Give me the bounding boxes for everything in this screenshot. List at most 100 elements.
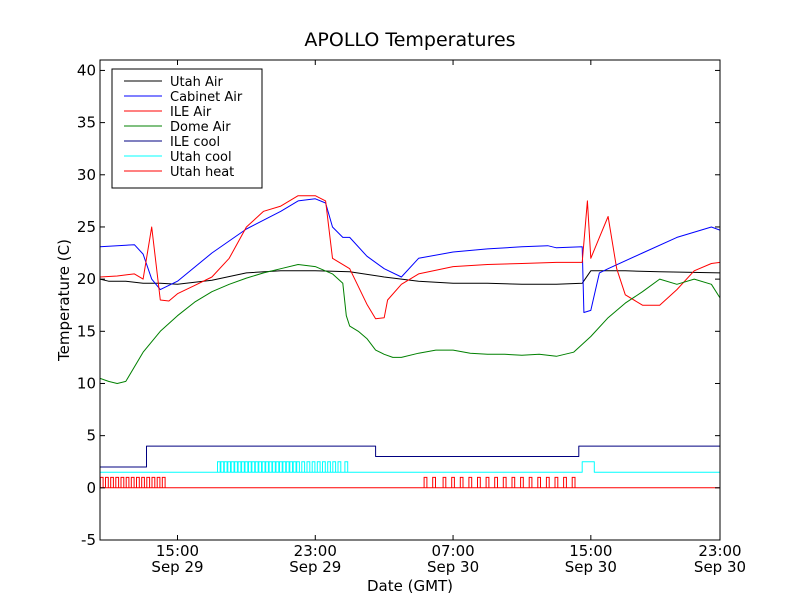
x-tick-time-label: 23:00 xyxy=(698,542,741,560)
spike-utah-cool-12 xyxy=(258,461,262,473)
spike-utah-cool-19 xyxy=(282,461,287,473)
spike-utah-heat-27 xyxy=(545,476,550,488)
series-line-utah-cool xyxy=(100,461,720,473)
spike-utah-heat-28 xyxy=(554,476,559,488)
spike-utah-cool-30 xyxy=(332,461,337,473)
spike-utah-cool-24 xyxy=(301,461,306,473)
spike-utah-heat-2 xyxy=(110,476,114,488)
spike-utah-heat-15 xyxy=(442,476,447,488)
spike-utah-heat-13 xyxy=(423,476,428,488)
spike-utah-cool-3 xyxy=(227,461,231,473)
spike-utah-heat-7 xyxy=(136,476,140,488)
spike-utah-cool-23 xyxy=(296,461,300,473)
x-tick-time-label: 15:00 xyxy=(569,542,612,560)
y-axis-label: Temperature (C) xyxy=(55,239,73,362)
spike-utah-heat-12 xyxy=(161,476,166,488)
x-tick-time-label: 07:00 xyxy=(431,542,474,560)
spike-utah-cool-21 xyxy=(289,461,293,473)
x-tick-time-label: 15:00 xyxy=(156,542,199,560)
legend-box xyxy=(111,68,263,189)
spike-utah-cool-28 xyxy=(322,461,326,473)
spike-utah-heat-25 xyxy=(528,476,533,488)
spike-utah-heat-24 xyxy=(520,476,524,488)
spike-utah-cool-11 xyxy=(254,461,259,473)
spikes-utah-cool xyxy=(217,461,349,473)
spike-utah-cool-22 xyxy=(292,461,297,473)
y-tick-label: 25 xyxy=(77,218,96,236)
plot-frame xyxy=(99,59,721,541)
x-tick-date-label: Sep 30 xyxy=(565,558,617,576)
spike-utah-heat-30 xyxy=(571,476,576,488)
spike-utah-cool-9 xyxy=(248,461,252,473)
spike-utah-cool-1 xyxy=(220,461,225,473)
spike-utah-cool-31 xyxy=(337,461,342,473)
spike-utah-cool-14 xyxy=(265,461,269,473)
spike-utah-heat-26 xyxy=(537,476,541,488)
spike-utah-cool-0 xyxy=(217,461,221,473)
series-group xyxy=(100,195,720,489)
x-tick-date-label: Sep 30 xyxy=(694,558,746,576)
spike-utah-cool-20 xyxy=(285,461,290,473)
y-tick-label: 5 xyxy=(86,427,96,445)
y-tick-label: -5 xyxy=(81,531,96,549)
spike-utah-heat-5 xyxy=(125,476,130,488)
spike-utah-cool-25 xyxy=(306,461,311,473)
spike-utah-heat-8 xyxy=(141,476,145,488)
spike-utah-heat-16 xyxy=(451,476,455,488)
spike-utah-cool-18 xyxy=(279,461,283,473)
series-line-ile-cool xyxy=(100,445,720,468)
spike-utah-heat-21 xyxy=(494,476,498,488)
x-tick-date-label: Sep 29 xyxy=(289,558,341,576)
spike-utah-heat-1 xyxy=(105,476,109,488)
y-tick-label: 15 xyxy=(77,322,96,340)
spike-utah-heat-20 xyxy=(485,476,490,488)
spike-utah-cool-17 xyxy=(275,461,280,473)
legend-label-dome-air: Dome Air xyxy=(170,120,231,135)
spikes-utah-heat xyxy=(100,476,576,488)
spike-utah-heat-11 xyxy=(156,476,161,488)
x-axis-label: Date (GMT) xyxy=(367,577,453,595)
y-tick-label: 30 xyxy=(77,166,96,184)
series-line-dome-air xyxy=(100,264,720,384)
spike-utah-cool-2 xyxy=(223,461,228,473)
legend-label-utah-heat: Utah heat xyxy=(170,165,234,180)
series-line-ile-air xyxy=(100,195,720,320)
x-tick-time-label: 23:00 xyxy=(294,542,337,560)
series-line-utah-air xyxy=(100,270,720,285)
spike-utah-heat-23 xyxy=(511,476,516,488)
legend-label-utah-cool: Utah cool xyxy=(170,150,232,165)
spike-utah-heat-18 xyxy=(468,476,473,488)
spike-utah-cool-15 xyxy=(268,461,273,473)
spike-utah-cool-26 xyxy=(311,461,316,473)
spike-utah-cool-5 xyxy=(234,461,238,473)
spike-utah-heat-14 xyxy=(432,476,436,488)
spike-utah-cool-27 xyxy=(316,461,321,473)
chart-title: APOLLO Temperatures xyxy=(304,29,515,51)
y-tick-label: 35 xyxy=(77,114,96,132)
x-tick-date-label: Sep 29 xyxy=(151,558,203,576)
spike-utah-heat-22 xyxy=(502,476,507,488)
spike-utah-cool-7 xyxy=(241,461,245,473)
spike-utah-heat-4 xyxy=(120,476,125,488)
spike-utah-cool-16 xyxy=(272,461,276,473)
legend-label-cabinet-air: Cabinet Air xyxy=(170,90,243,105)
y-tick-label: 10 xyxy=(77,374,96,392)
spike-utah-heat-19 xyxy=(477,476,481,488)
plot-area xyxy=(99,59,721,541)
legend-label-utah-air: Utah Air xyxy=(170,75,223,90)
x-tick-date-label: Sep 30 xyxy=(427,558,479,576)
spike-utah-cool-32 xyxy=(344,461,349,473)
spike-utah-heat-17 xyxy=(459,476,464,488)
y-tick-label: 0 xyxy=(86,479,96,497)
spike-utah-heat-9 xyxy=(146,476,151,488)
spike-utah-heat-6 xyxy=(130,476,135,488)
spike-utah-heat-3 xyxy=(115,476,120,488)
spike-utah-cool-4 xyxy=(230,461,235,473)
legend-label-ile-air: ILE Air xyxy=(170,105,212,120)
spike-utah-cool-13 xyxy=(261,461,266,473)
spike-utah-cool-10 xyxy=(251,461,256,473)
spike-utah-heat-29 xyxy=(563,476,567,488)
